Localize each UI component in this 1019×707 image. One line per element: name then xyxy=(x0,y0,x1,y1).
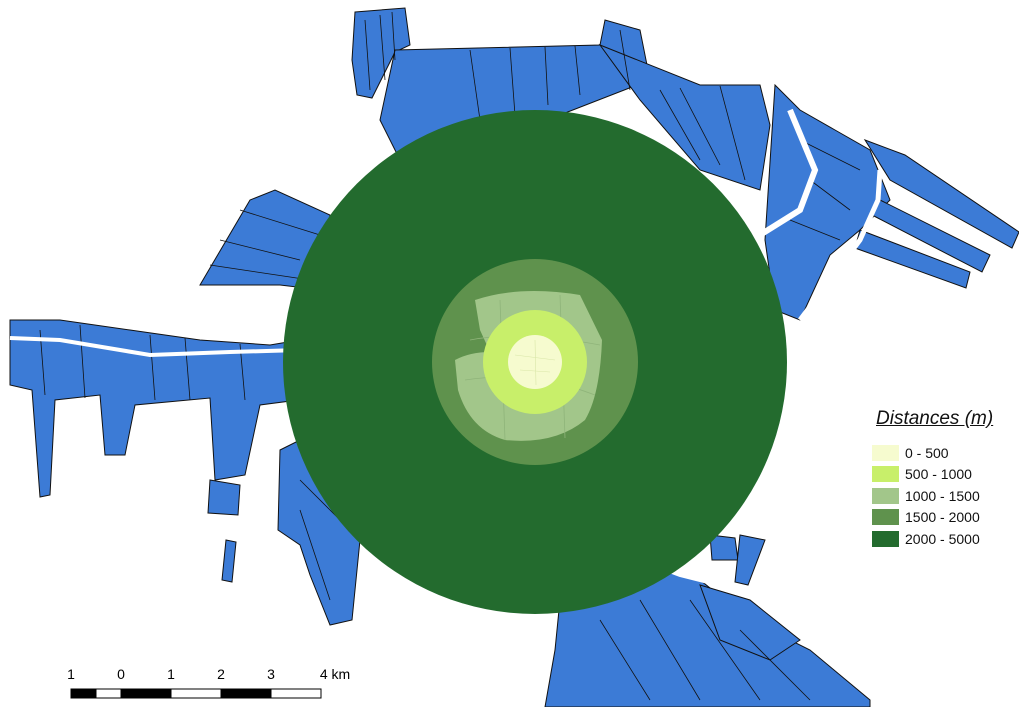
road-ne xyxy=(798,169,883,322)
river-line xyxy=(758,108,819,238)
legend-label: 2000 - 5000 xyxy=(905,530,980,547)
scale-segment xyxy=(120,688,172,699)
legend-swatch xyxy=(872,530,899,547)
scale-tick-label: 2 xyxy=(217,666,225,682)
scale-segment xyxy=(70,688,97,699)
legend-item: 2000 - 5000 xyxy=(872,528,1012,550)
scale-tick-label: 0 xyxy=(117,666,125,682)
legend-swatch xyxy=(872,444,899,461)
scale-segment xyxy=(95,688,122,699)
legend-swatch xyxy=(872,487,899,504)
scale-segment xyxy=(270,688,322,699)
legend-label: 1500 - 2000 xyxy=(905,509,980,526)
scale-tick-label: 1 xyxy=(167,666,175,682)
legend: Distances (m) 0 - 500 500 - 1000 1000 - … xyxy=(872,408,1012,550)
buffer-0-500 xyxy=(508,335,562,389)
legend-item: 1000 - 1500 xyxy=(872,485,1012,507)
scale-segment xyxy=(220,688,272,699)
legend-item: 500 - 1000 xyxy=(872,464,1012,486)
legend-title: Distances (m) xyxy=(876,408,994,429)
legend-item: 1500 - 2000 xyxy=(872,507,1012,529)
scale-tick-label: 4 km xyxy=(320,666,350,682)
road-line xyxy=(9,336,301,358)
legend-label: 1000 - 1500 xyxy=(905,487,980,504)
legend-label: 0 - 500 xyxy=(905,444,949,461)
parcel-boundaries xyxy=(39,11,861,701)
scale-tick-label: 1 xyxy=(67,666,75,682)
legend-label: 500 - 1000 xyxy=(905,466,972,483)
scale-bar: 1 0 1 2 3 4 km xyxy=(67,666,350,699)
scale-tick-label: 3 xyxy=(267,666,275,682)
buffer-center-lines xyxy=(514,339,556,386)
legend-swatch xyxy=(872,466,899,483)
legend-swatch xyxy=(872,509,899,526)
legend-item: 0 - 500 xyxy=(872,442,1012,464)
scale-segment xyxy=(170,688,222,699)
